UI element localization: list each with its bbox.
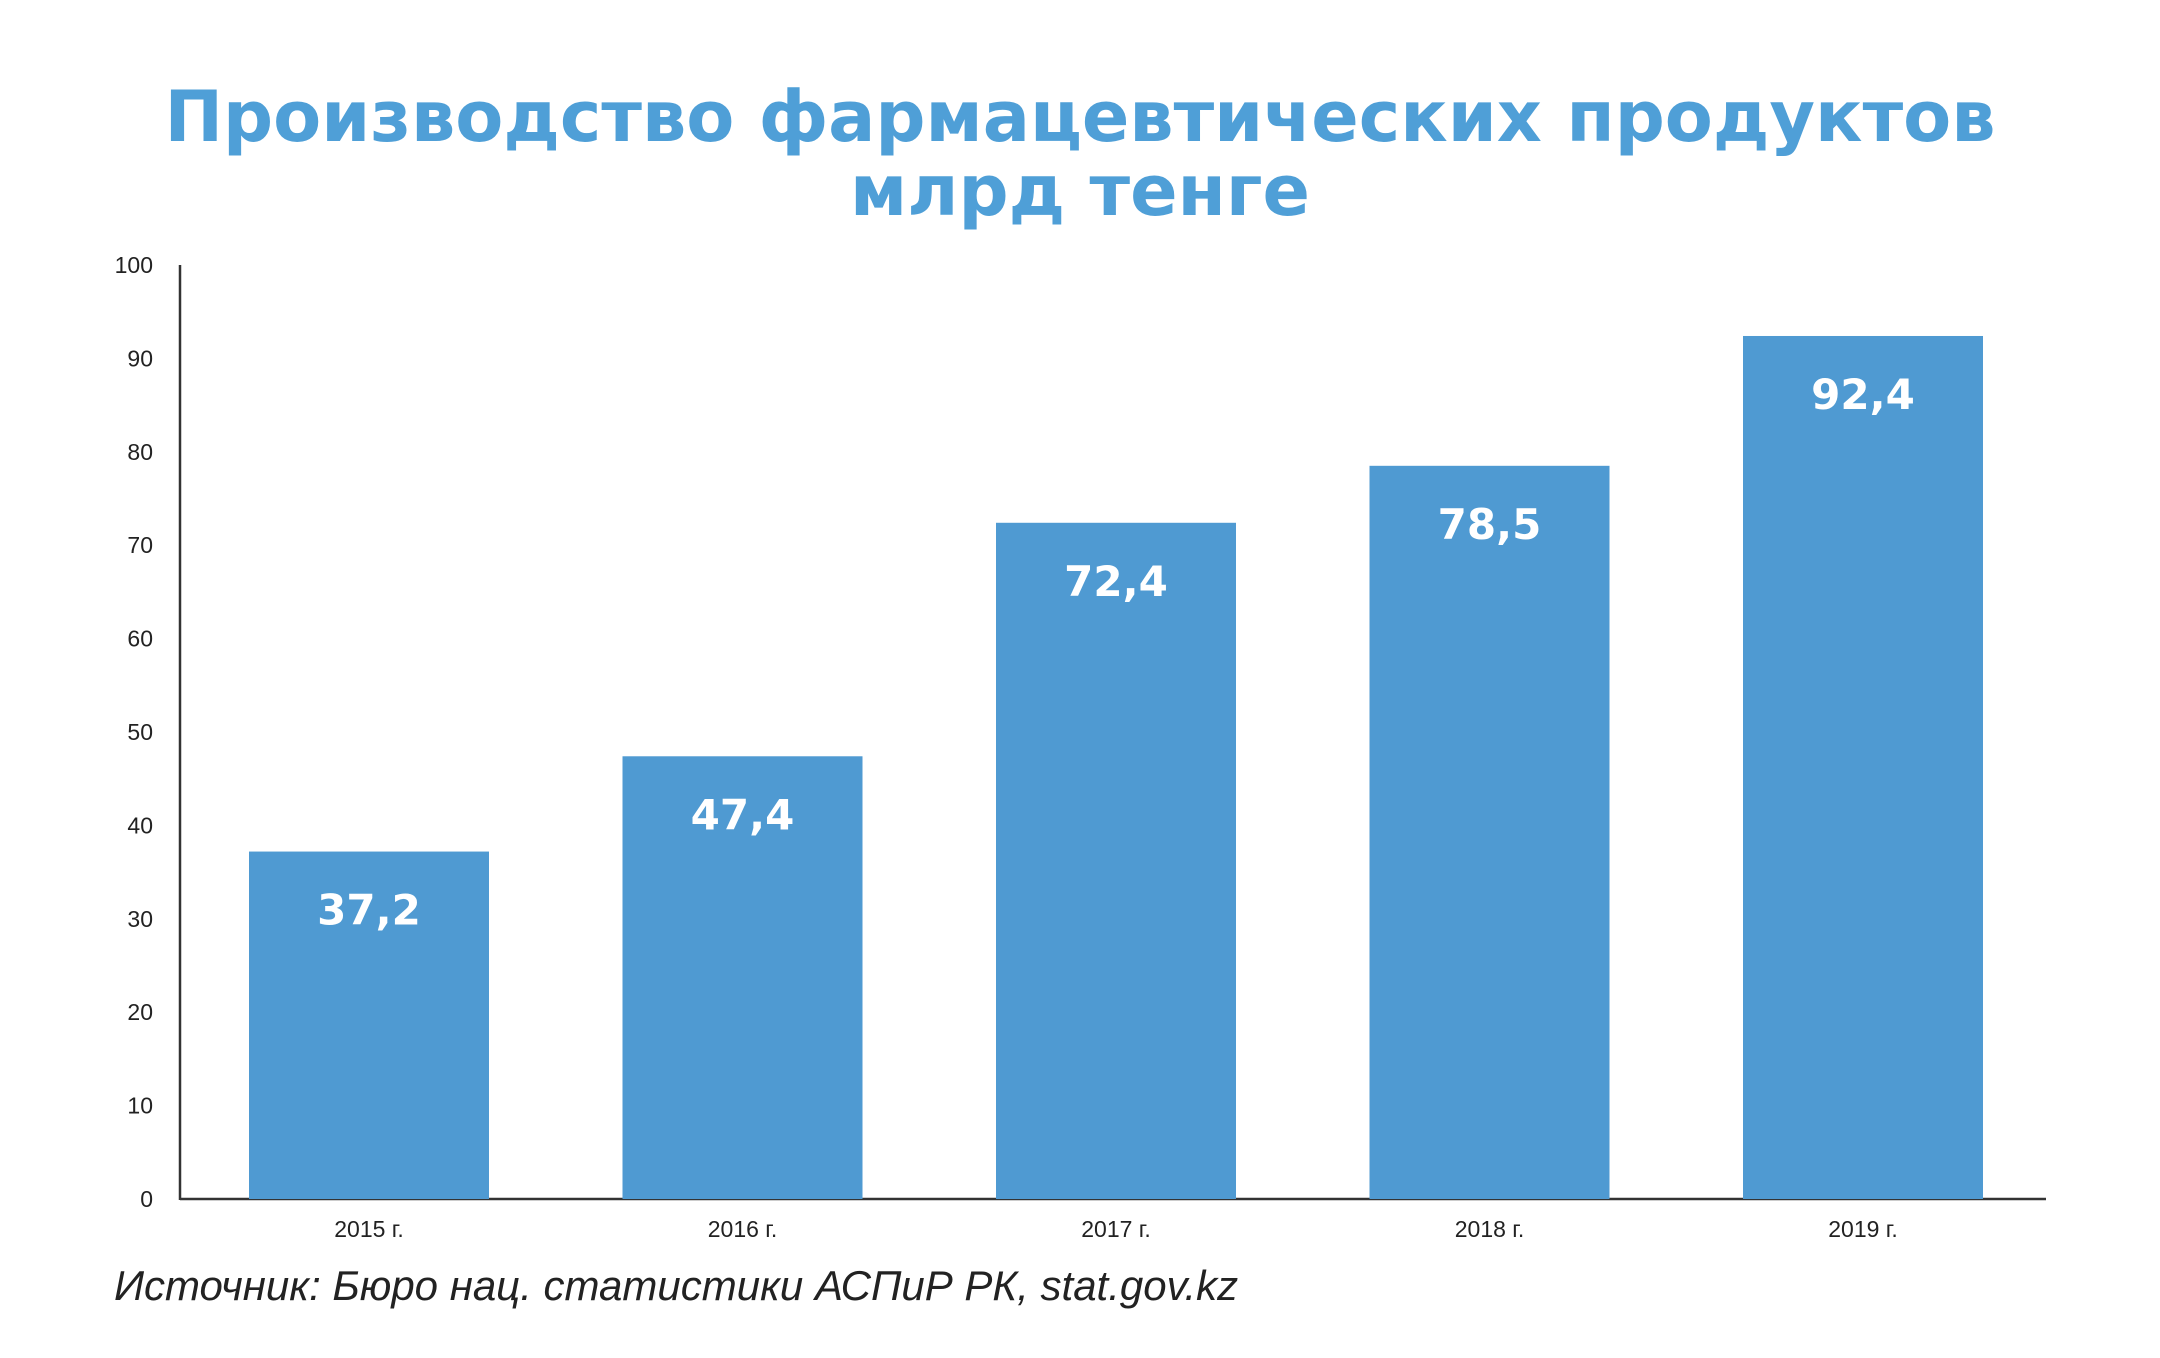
y-tick-label: 50	[127, 719, 153, 745]
x-tick-label: 2016 г.	[708, 1216, 778, 1242]
bar-value-label: 72,4	[1064, 557, 1168, 606]
y-tick-label: 80	[127, 439, 153, 465]
y-tick-label: 100	[115, 252, 153, 278]
bar-value-label: 78,5	[1438, 500, 1542, 549]
bar	[1369, 465, 1610, 1199]
bar-value-label: 47,4	[691, 790, 795, 839]
bar	[1743, 335, 1983, 1199]
y-tick-label: 10	[127, 1093, 153, 1119]
y-tick-label: 40	[127, 812, 153, 838]
y-tick-label: 20	[127, 999, 153, 1025]
y-tick-label: 60	[127, 626, 153, 652]
chart-subtitle: млрд тенге	[850, 150, 1310, 232]
x-tick-label: 2018 г.	[1455, 1216, 1525, 1242]
y-tick-label: 90	[127, 345, 153, 371]
x-tick-label: 2019 г.	[1828, 1216, 1898, 1242]
bar	[622, 756, 863, 1199]
y-tick-label: 0	[140, 1186, 153, 1212]
chart-title: Производство фармацевтических продуктов	[164, 76, 1996, 158]
bar	[996, 522, 1236, 1199]
bar	[249, 851, 489, 1199]
bar-value-label: 37,2	[317, 886, 421, 935]
x-tick-label: 2015 г.	[334, 1216, 404, 1242]
y-tick-label: 30	[127, 906, 153, 932]
y-tick-label: 70	[127, 532, 153, 558]
source-note: Источник: Бюро нац. статистики АСПиР РК,…	[114, 1262, 1239, 1309]
x-tick-label: 2017 г.	[1081, 1216, 1151, 1242]
bar-value-label: 92,4	[1811, 370, 1915, 419]
